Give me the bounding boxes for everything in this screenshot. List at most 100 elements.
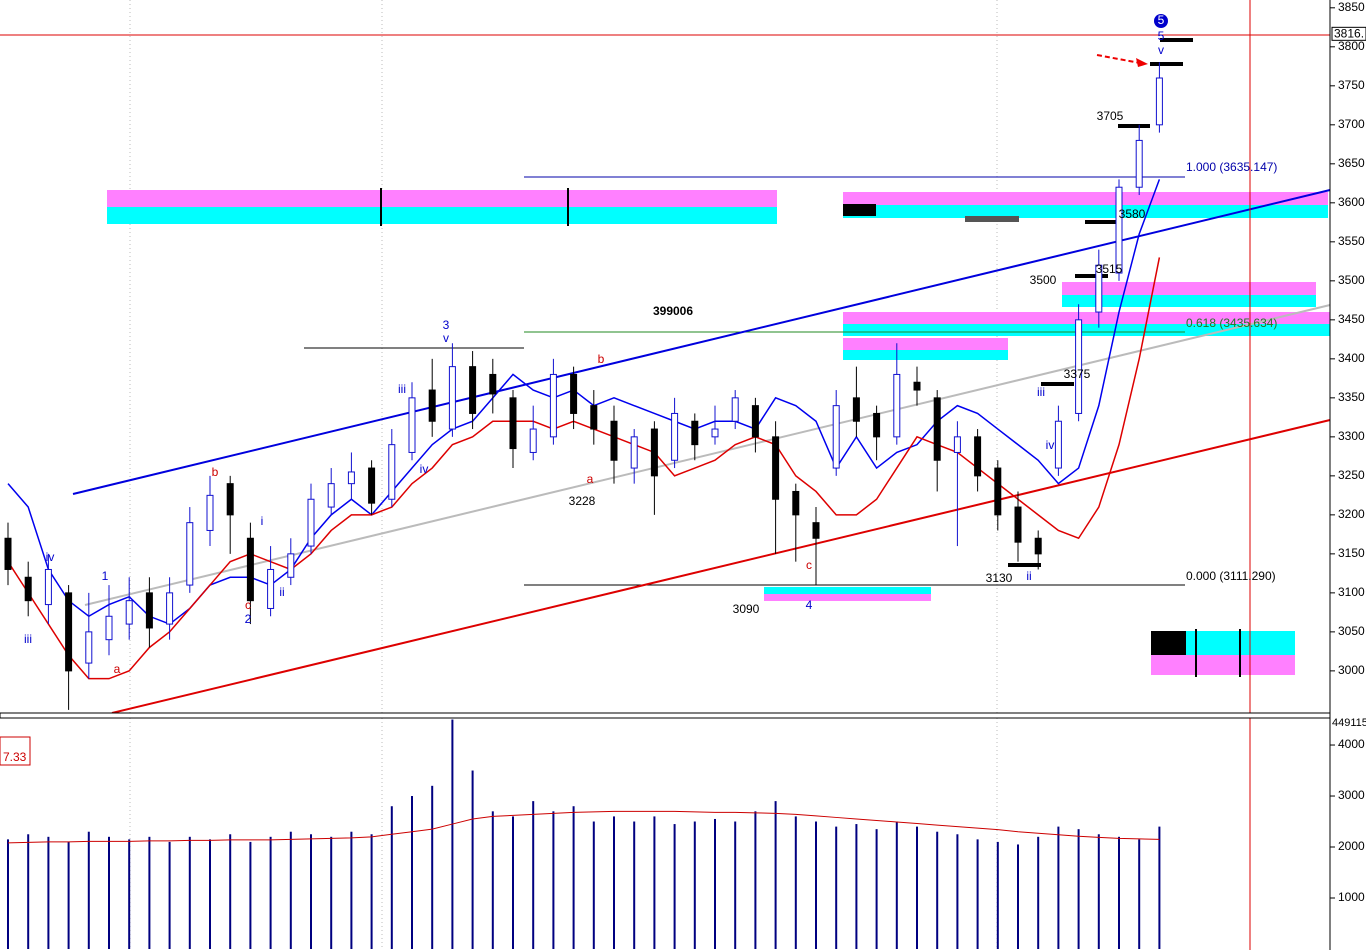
candle-body — [1095, 264, 1103, 313]
candle-body — [691, 420, 699, 446]
annotation: ii — [1026, 569, 1031, 583]
volume-bar — [148, 836, 151, 949]
annotation: iii — [1037, 385, 1045, 399]
volume-bar — [1017, 844, 1019, 949]
volume-bar — [108, 836, 110, 949]
candle-body — [347, 471, 355, 485]
zone — [1151, 655, 1295, 675]
volume-bar — [572, 806, 575, 949]
zone — [843, 350, 1008, 360]
chart-label: 399006 — [653, 304, 693, 318]
zone — [107, 207, 777, 224]
annotation: 2 — [245, 612, 252, 626]
candle-body — [1014, 506, 1022, 543]
y-tick-label: 3200 — [1338, 507, 1365, 521]
trend-line — [111, 419, 1331, 714]
candle-body — [852, 397, 860, 422]
volume-bar — [552, 811, 555, 949]
annotation: 4 — [806, 598, 813, 612]
candle-body — [166, 592, 174, 625]
zone — [843, 205, 1328, 218]
volume-bar — [128, 839, 131, 949]
volume-bar — [411, 796, 413, 949]
annotation: i — [261, 514, 264, 528]
candle-body — [267, 568, 275, 609]
candle-body — [994, 467, 1002, 516]
y-tick-label: 3000 — [1338, 663, 1365, 677]
candle-body — [650, 428, 658, 477]
candle-body — [368, 467, 376, 504]
moving-average — [7, 257, 1161, 680]
candle-body — [610, 420, 618, 461]
volume-bar — [491, 811, 494, 949]
candle-body — [206, 494, 214, 531]
annotation: 1.000 (3635.147) — [1186, 160, 1277, 174]
candle-body — [448, 366, 456, 430]
candle-body — [1054, 420, 1062, 469]
y-tick-label: 3550 — [1338, 234, 1365, 248]
candle-body — [428, 389, 436, 422]
annotation: 0.618 (3435.634) — [1186, 316, 1277, 330]
volume-average — [7, 810, 1160, 844]
volume-bar — [633, 821, 636, 949]
candle-body — [913, 381, 921, 391]
candle-body — [44, 568, 52, 606]
y-tick-label: 3050 — [1338, 624, 1365, 638]
volume-bar — [310, 834, 312, 949]
volume-bar — [289, 831, 292, 949]
volume-bar — [936, 831, 939, 949]
y-tick-label: 3150 — [1338, 546, 1365, 560]
volume-bar — [653, 816, 656, 949]
legend-box — [0, 736, 31, 766]
volume-bar — [976, 839, 979, 949]
zone — [107, 190, 777, 207]
candle-body — [832, 405, 840, 469]
y-tick-label: 3500 — [1338, 273, 1365, 287]
candle-body — [731, 397, 739, 422]
y-tick-label: 1000 — [1338, 890, 1365, 904]
annotation: iv — [1046, 438, 1055, 452]
volume-bar — [1077, 829, 1080, 949]
y-tick-label: 3650 — [1338, 156, 1365, 170]
y-tick-label: 3300 — [1338, 429, 1365, 443]
panel-divider — [0, 712, 1331, 719]
zone-block — [1151, 631, 1186, 655]
annotation: 5 — [1158, 29, 1165, 43]
volume-bar — [673, 824, 676, 949]
candle-body — [812, 522, 820, 539]
annotation: iv — [420, 462, 429, 476]
candle-body — [327, 483, 335, 508]
candle-body — [246, 537, 254, 602]
candle-body — [751, 405, 759, 438]
volume-bar — [451, 719, 454, 949]
annotation: a — [114, 662, 121, 676]
zone — [843, 338, 1008, 350]
volume-bar — [835, 826, 838, 949]
volume-bar — [168, 841, 171, 949]
candle-body — [489, 373, 497, 395]
volume-bar — [1037, 836, 1040, 949]
candle-body — [772, 436, 780, 500]
volume-bar — [229, 834, 232, 949]
candle-body — [287, 553, 295, 578]
volume-bar — [47, 836, 50, 949]
annotation: iii — [24, 632, 32, 646]
volume-bar — [370, 834, 373, 949]
volume-bar — [249, 841, 252, 949]
annotation: c — [245, 598, 251, 612]
volume-bar — [895, 821, 898, 949]
volume-bar — [794, 816, 797, 949]
candle-body — [711, 428, 719, 438]
zone — [1062, 295, 1316, 307]
volume-bar — [27, 834, 30, 949]
volume-bar — [512, 816, 514, 949]
candle-body — [105, 615, 113, 641]
candle-body — [974, 436, 982, 477]
candle-body — [388, 444, 396, 500]
candle-body — [509, 397, 517, 450]
volume-bar — [1057, 826, 1060, 949]
annotation: 0.000 (3111.290) — [1186, 569, 1276, 583]
candle-body — [1034, 537, 1042, 555]
volume-bar — [87, 831, 90, 949]
